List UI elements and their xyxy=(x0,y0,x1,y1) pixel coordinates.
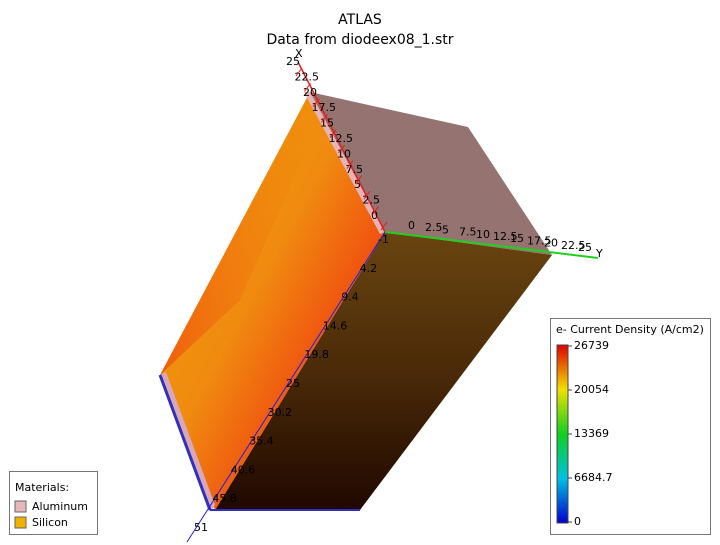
x-tick-label: 15 xyxy=(320,117,334,130)
x-tick-label: 12.5 xyxy=(329,132,354,145)
x-tick xyxy=(338,144,345,154)
x-tick-label: 22.5 xyxy=(295,70,320,83)
x-tick-label: 2.5 xyxy=(363,194,381,207)
z-tick-label: 14.6 xyxy=(323,319,348,332)
x-tick xyxy=(304,83,311,92)
x-tick xyxy=(372,206,379,215)
y-tick-label: 25 xyxy=(578,241,592,254)
structure-3d xyxy=(158,61,599,543)
colorbar-label: 20054 xyxy=(574,383,609,396)
y-tick-label: 17.5 xyxy=(527,234,552,247)
colorbar: e- Current Density (A/cm2) 26739 20054 133… xyxy=(550,318,711,535)
right-face xyxy=(215,232,552,510)
legend-item: Silicon xyxy=(32,516,68,529)
z-tick-label: 25 xyxy=(286,377,300,390)
y-tick-label: 5 xyxy=(442,223,449,236)
x-tick xyxy=(380,221,388,231)
z-tick-label: 4.2 xyxy=(360,262,378,275)
colorbar-gradient xyxy=(556,344,569,524)
contact-edge xyxy=(158,374,212,511)
colorbar-label: 13369 xyxy=(574,427,609,440)
subtitle: Data from diodeex08_1.str xyxy=(266,32,453,48)
y-tick-label: 20 xyxy=(544,237,558,250)
y-tick-label: 10 xyxy=(476,228,490,241)
x-tick-label: 25 xyxy=(286,55,300,68)
legend-item: Aluminum xyxy=(32,500,88,513)
colorbar-label: 26739 xyxy=(574,339,609,352)
x-tick xyxy=(312,98,320,108)
x-tick xyxy=(295,67,303,77)
z-tick-label: 40.6 xyxy=(231,463,256,476)
x-tick-label: 5 xyxy=(354,178,361,191)
y-axis xyxy=(384,231,599,259)
x-tick-label: 20 xyxy=(303,86,317,99)
y-axis-label: Y xyxy=(595,247,603,260)
z-tick-label: -1 xyxy=(378,233,389,246)
aluminum-bottom xyxy=(160,372,215,512)
x-axis-label: X xyxy=(295,47,303,60)
top-face xyxy=(310,92,552,255)
x-tick xyxy=(321,113,328,123)
left-face-shade xyxy=(160,92,330,375)
z-tick-label: 35.4 xyxy=(249,435,274,448)
title: ATLAS xyxy=(338,12,382,28)
colorbar-box xyxy=(550,318,711,535)
y-tick-label: 12.5 xyxy=(493,230,518,243)
y-tick-label: 0 xyxy=(408,219,415,232)
swatch xyxy=(14,516,27,529)
z-tick-label: 9.4 xyxy=(341,291,359,304)
y-tick-label: 22.5 xyxy=(561,239,586,252)
x-axis xyxy=(297,61,386,233)
y-tick-label: 7.5 xyxy=(459,226,477,239)
x-tick-label: 10 xyxy=(337,147,351,160)
z-tick-label: 19.8 xyxy=(304,348,329,361)
x-tick-label: 7.5 xyxy=(346,163,364,176)
x-tick xyxy=(329,129,337,138)
z-tick-label: 45.8 xyxy=(212,492,237,505)
legend-title: Materials: xyxy=(15,481,69,494)
x-tick xyxy=(346,160,354,169)
materials-legend: Materials: Aluminum Silicon xyxy=(9,471,98,535)
z-axis xyxy=(186,231,386,543)
x-tick-label: 0 xyxy=(371,209,378,222)
z-tick-label: 51 xyxy=(194,521,208,534)
x-tick-label: 17.5 xyxy=(312,101,337,114)
y-tick-label: 2.5 xyxy=(425,221,443,234)
colorbar-title: e- Current Density (A/cm2) xyxy=(556,323,704,336)
swatch xyxy=(14,500,27,513)
x-tick xyxy=(363,190,371,200)
colorbar-label: 6684.7 xyxy=(574,471,613,484)
z-tick-label: 30.2 xyxy=(268,406,293,419)
y-tick-label: 15 xyxy=(510,232,524,245)
left-face xyxy=(160,92,385,510)
x-tick xyxy=(355,175,362,185)
colorbar-label: 0 xyxy=(574,515,581,528)
